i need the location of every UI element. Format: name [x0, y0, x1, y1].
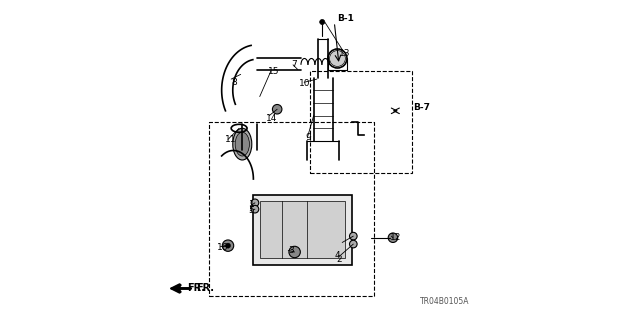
Text: FR.: FR. — [187, 284, 205, 293]
Circle shape — [273, 105, 282, 114]
Text: 16: 16 — [217, 243, 228, 252]
Text: 3: 3 — [288, 246, 294, 255]
Bar — [253, 195, 352, 265]
Circle shape — [330, 51, 346, 67]
Circle shape — [349, 232, 357, 240]
Text: 11: 11 — [225, 135, 236, 144]
Text: B-1: B-1 — [337, 14, 355, 23]
Circle shape — [251, 205, 259, 213]
Text: B-7: B-7 — [413, 103, 431, 112]
Bar — [310, 71, 412, 173]
Circle shape — [289, 246, 300, 258]
Circle shape — [251, 199, 259, 207]
Ellipse shape — [235, 132, 250, 156]
Text: 10: 10 — [300, 79, 311, 88]
Text: 12: 12 — [390, 233, 401, 242]
Circle shape — [320, 20, 324, 25]
Bar — [209, 122, 374, 296]
Bar — [260, 201, 346, 258]
Text: 15: 15 — [268, 67, 279, 76]
Text: 5: 5 — [248, 206, 254, 215]
Circle shape — [349, 240, 357, 248]
Text: 4: 4 — [334, 251, 340, 260]
Text: 14: 14 — [266, 114, 278, 123]
Text: 2: 2 — [336, 255, 342, 264]
Text: 13: 13 — [339, 49, 351, 58]
Ellipse shape — [233, 128, 252, 160]
Text: TR04B0105A: TR04B0105A — [420, 297, 469, 306]
Circle shape — [388, 233, 397, 243]
Text: 7: 7 — [291, 60, 297, 69]
Circle shape — [222, 240, 234, 252]
Text: FR.: FR. — [173, 284, 214, 293]
Circle shape — [225, 243, 230, 248]
Text: 1: 1 — [248, 200, 254, 209]
Text: 8: 8 — [231, 78, 237, 87]
Text: 9: 9 — [306, 133, 312, 142]
